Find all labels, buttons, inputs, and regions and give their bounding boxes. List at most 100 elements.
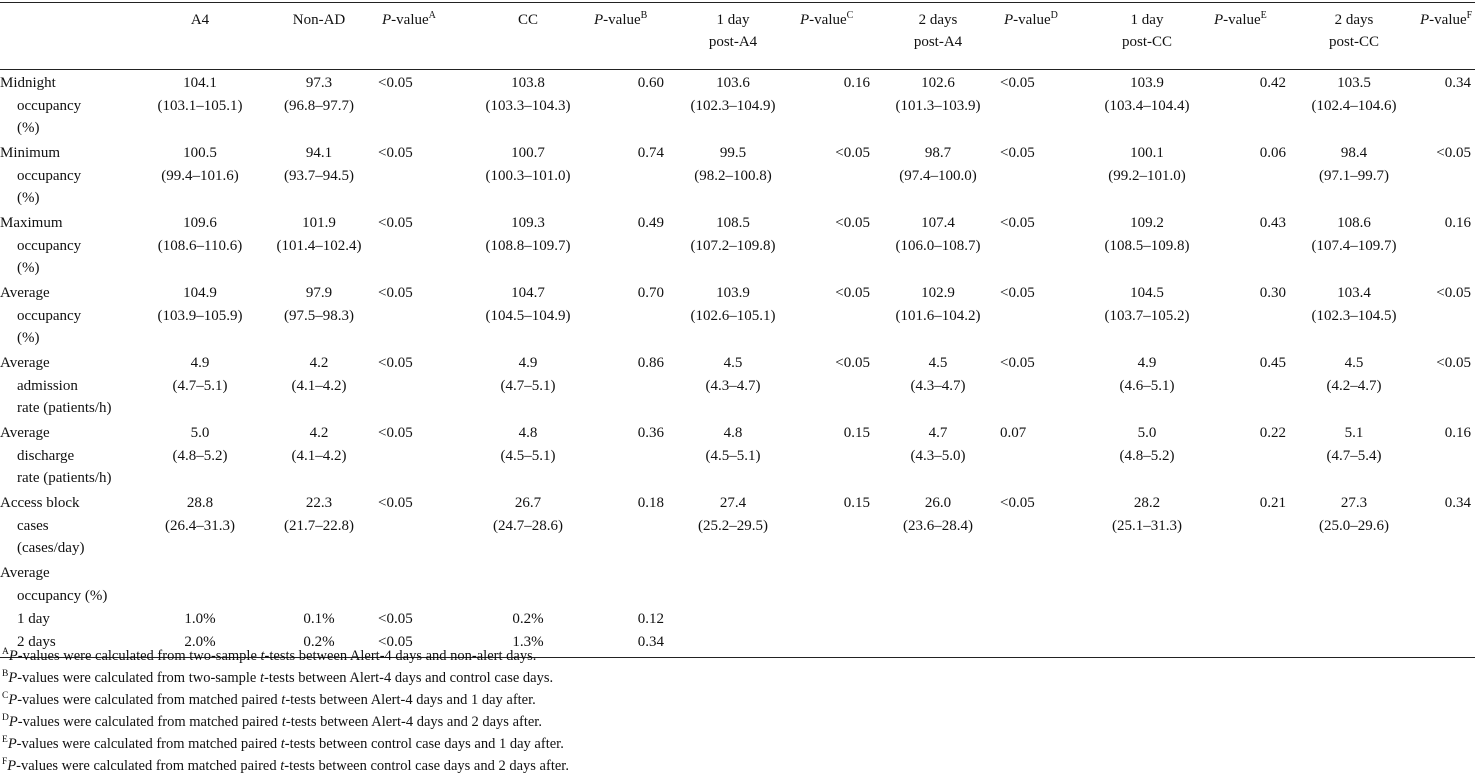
pvalue-cell: <0.05 [1000, 495, 1035, 511]
mean-value: 98.7 [924, 145, 952, 161]
confidence-interval: (108.8–109.7) [485, 237, 571, 254]
header-p-sup: B [640, 10, 648, 21]
pvalue-cell: 0.07 [1000, 425, 1027, 441]
footnote-t-symbol: t [280, 736, 285, 752]
row-label: Average occupancy (%) [0, 280, 140, 350]
footnote-text: -tests between control case days and 1 d… [284, 736, 564, 752]
pvalue-cell: 0.49 [637, 215, 664, 231]
pvalue-cell: 0.86 [637, 355, 664, 371]
header-line-2: post-A4 [708, 34, 758, 50]
value-cell: 103.9 (103.4–104.4) [1084, 70, 1210, 141]
empty-cell [796, 631, 876, 658]
mean-value: 4.5 [928, 355, 948, 371]
confidence-interval: (4.2–4.7) [1326, 377, 1382, 394]
pvalue-cell: 0.15 [843, 495, 870, 511]
confidence-interval: (26.4–31.3) [165, 517, 235, 534]
empty-cell [876, 631, 1000, 658]
header-p-sup: A [428, 10, 436, 21]
confidence-interval: (107.2–109.8) [690, 237, 776, 254]
confidence-interval: (4.3–5.0) [910, 447, 966, 464]
group-label-line: occupancy (%) [17, 587, 108, 604]
header-col-2: Non-AD [260, 3, 378, 70]
footnote-p-symbol: P [7, 736, 17, 752]
pvalue-cell: <0.05 [378, 215, 413, 231]
value-cell: 100.5 (99.4–101.6) [140, 140, 260, 210]
header-pvalue-a: P-valueA [378, 3, 466, 70]
pvalue-cell: 0.34 [1444, 75, 1471, 91]
value-cell: 103.4 (102.3–104.5) [1292, 280, 1416, 350]
mean-value: 97.9 [305, 285, 333, 301]
pvalue-cell: 0.16 [1444, 215, 1471, 231]
header-p-sup: D [1050, 10, 1058, 21]
mean-value: 109.3 [511, 215, 545, 231]
value-cell: 4.8 (4.5–5.1) [670, 420, 796, 490]
pvalue-cell: 0.15 [843, 425, 870, 441]
value-cell: 26.7 (24.7–28.6) [466, 490, 590, 560]
table-row: Access block cases (cases/day) 28.8 (26.4–31… [0, 490, 1475, 560]
empty-cell [1000, 608, 1084, 631]
confidence-interval: (21.7–22.8) [284, 517, 354, 534]
mean-value: 5.0 [190, 425, 210, 441]
confidence-interval: (4.7–5.1) [172, 377, 228, 394]
pvalue-cell: <0.05 [378, 145, 413, 161]
pvalue-cell: 0.60 [637, 75, 664, 91]
sub-row: 1 day 1.0% 0.1% <0.05 0.2% 0.12 [0, 608, 1475, 631]
row-label-line: cases [17, 517, 49, 534]
empty-cell [590, 560, 670, 608]
empty-cell [1210, 608, 1292, 631]
mean-value: 26.0 [924, 495, 952, 511]
value-cell: 97.9 (97.5–98.3) [260, 280, 378, 350]
pvalue-cell: <0.05 [835, 145, 870, 161]
row-label-line: Minimum [0, 145, 61, 161]
footnote: CP-values were calculated from matched p… [2, 689, 569, 711]
empty-cell [1416, 631, 1475, 658]
confidence-interval: (102.3–104.9) [690, 97, 776, 114]
value-cell: 4.5 (4.3–4.7) [670, 350, 796, 420]
confidence-interval: (102.4–104.6) [1311, 97, 1397, 114]
pvalue-cell: <0.05 [1436, 285, 1471, 301]
row-label-line: (%) [17, 120, 40, 136]
confidence-interval: (4.1–4.2) [291, 447, 347, 464]
footnote-text: -values were calculated from two-sample [17, 648, 261, 664]
confidence-interval: (103.1–105.1) [157, 97, 243, 114]
mean-value: 104.5 [1130, 285, 1164, 301]
table-row: Average discharge rate (patients/h) 5.0 (4.8… [0, 420, 1475, 490]
row-label: Access block cases (cases/day) [0, 490, 140, 560]
value-cell: 109.2 (108.5–109.8) [1084, 210, 1210, 280]
confidence-interval: (4.7–5.4) [1326, 447, 1382, 464]
mean-value: 109.6 [183, 215, 217, 231]
confidence-interval: (102.6–105.1) [690, 307, 776, 324]
mean-value: 4.9 [190, 355, 210, 371]
mean-value: 109.2 [1130, 215, 1164, 231]
group-row: Average occupancy (%) [0, 560, 1475, 608]
pvalue-cell: 0.22 [1259, 425, 1286, 441]
value-cell: 0.2% [303, 633, 335, 650]
value-cell: 104.1 (103.1–105.1) [140, 70, 260, 141]
row-label-line: admission [17, 377, 78, 394]
footnote: DP-values were calculated from matched p… [2, 711, 569, 733]
mean-value: 27.3 [1340, 495, 1368, 511]
header-p-suffix: -value [603, 12, 641, 28]
header-p-suffix: -value [809, 12, 847, 28]
pvalue-cell: 0.30 [1259, 285, 1286, 301]
header-p-sup: C [846, 10, 854, 21]
pvalue-cell: 0.18 [637, 495, 664, 511]
empty-cell [1416, 608, 1475, 631]
value-cell: 4.9 (4.7–5.1) [466, 350, 590, 420]
confidence-interval: (106.0–108.7) [895, 237, 981, 254]
footnote-marker: D [2, 713, 9, 723]
header-p-symbol: P [382, 12, 392, 28]
pvalue-cell: <0.05 [378, 633, 413, 650]
confidence-interval: (4.5–5.1) [705, 447, 761, 464]
mean-value: 100.7 [511, 145, 545, 161]
mean-value: 103.6 [716, 75, 750, 91]
footnote-t-symbol: t [259, 670, 265, 686]
row-label-line: Average [0, 425, 50, 441]
header-col-10: 1 day post-CC [1084, 3, 1210, 70]
empty-cell [1292, 560, 1416, 608]
row-label-line: occupancy [17, 97, 82, 114]
empty-cell [378, 560, 466, 608]
pvalue-cell: 0.34 [637, 633, 664, 650]
confidence-interval: (23.6–28.4) [903, 517, 973, 534]
header-row: A4 Non-AD P-valueA CC P-valueB 1 day post-A4 P-… [0, 2, 1475, 70]
